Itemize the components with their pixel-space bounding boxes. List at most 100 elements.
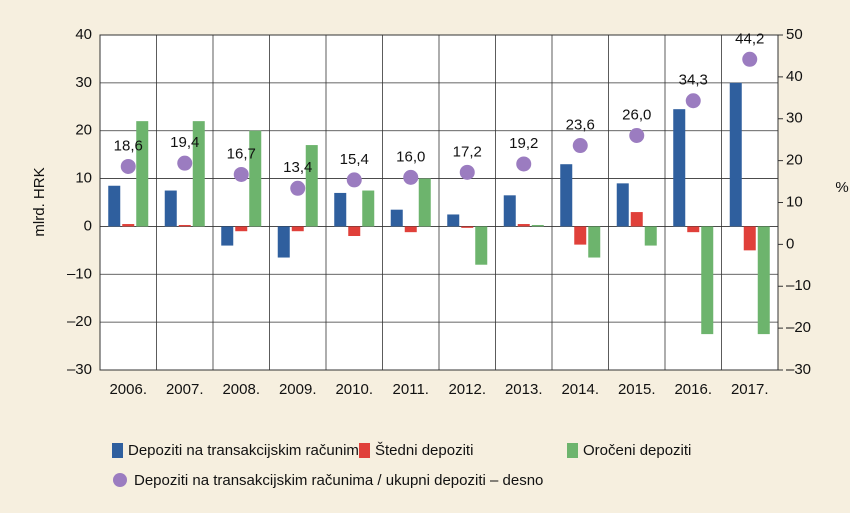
x-tick-label: 2012. xyxy=(448,381,486,398)
bar xyxy=(517,224,530,227)
dot xyxy=(346,172,362,188)
data-label: 44,2 xyxy=(735,30,764,47)
y-tick-label: 10 xyxy=(75,170,92,187)
y-tick-label: 0 xyxy=(84,217,92,234)
y2-tick-label: 30 xyxy=(786,110,803,127)
bar xyxy=(588,226,601,258)
data-label: 16,7 xyxy=(227,145,256,162)
y-tick-label: –10 xyxy=(67,265,92,282)
dot xyxy=(403,169,419,185)
bar xyxy=(461,226,474,228)
legend-marker xyxy=(112,443,123,458)
bar xyxy=(305,145,318,227)
data-label: 19,2 xyxy=(509,135,538,152)
dot xyxy=(572,138,588,154)
data-label: 13,4 xyxy=(283,159,312,176)
y-tick-label: –20 xyxy=(67,313,92,330)
y2-tick-label: 40 xyxy=(786,68,803,85)
bar xyxy=(390,209,403,227)
y2-tick-label: 50 xyxy=(786,26,803,43)
bar xyxy=(334,192,347,227)
dot xyxy=(629,128,645,143)
legend-marker xyxy=(567,443,578,458)
y-tick-label: –30 xyxy=(67,361,92,378)
dot xyxy=(742,51,758,67)
legend-marker xyxy=(113,473,127,487)
bar xyxy=(192,121,205,227)
legend-label: Depoziti na transakcijskim računima / uk… xyxy=(134,472,543,489)
x-tick-label: 2015. xyxy=(618,381,656,398)
bar xyxy=(616,183,629,227)
bar xyxy=(560,164,573,227)
dot xyxy=(459,164,475,180)
bar xyxy=(531,224,544,227)
dot xyxy=(177,155,193,171)
bar xyxy=(743,226,756,251)
bar xyxy=(404,226,417,233)
dot xyxy=(516,156,532,172)
bar xyxy=(221,226,234,246)
bar xyxy=(475,226,488,265)
data-label: 15,4 xyxy=(340,151,369,168)
bar xyxy=(687,226,700,233)
legend-marker xyxy=(359,443,370,458)
bar xyxy=(348,226,361,236)
bar xyxy=(235,226,248,232)
x-tick-label: 2006. xyxy=(109,381,147,398)
y2-axis-label: % xyxy=(835,179,848,196)
data-label: 23,6 xyxy=(566,117,595,134)
x-tick-label: 2014. xyxy=(561,381,599,398)
bar xyxy=(729,82,742,227)
bar xyxy=(447,214,460,227)
bar xyxy=(108,185,121,227)
bar xyxy=(164,190,177,227)
x-tick-label: 2016. xyxy=(674,381,712,398)
y2-tick-label: 20 xyxy=(786,152,803,169)
x-tick-label: 2011. xyxy=(393,381,429,398)
y-axis-label: mlrd. HRK xyxy=(31,167,48,236)
bar xyxy=(249,130,262,227)
x-tick-label: 2017. xyxy=(731,381,769,398)
bar xyxy=(136,121,149,227)
bar xyxy=(291,226,304,232)
y2-tick-label: 10 xyxy=(786,193,803,210)
bar xyxy=(630,212,643,227)
y2-tick-label: –30 xyxy=(786,361,811,378)
bar xyxy=(574,226,587,245)
data-label: 34,3 xyxy=(679,72,708,89)
bar xyxy=(701,226,714,335)
bar xyxy=(178,224,191,227)
y2-tick-label: –10 xyxy=(786,277,811,294)
y-tick-label: 30 xyxy=(75,74,92,91)
data-label: 18,6 xyxy=(114,137,143,154)
bar xyxy=(503,195,516,227)
bar xyxy=(757,226,770,335)
legend-label: Štedni depoziti xyxy=(375,442,473,459)
y-tick-label: 20 xyxy=(75,122,92,139)
x-tick-label: 2009. xyxy=(279,381,317,398)
x-tick-label: 2007. xyxy=(166,381,204,398)
bar xyxy=(673,109,686,227)
y-tick-label: 40 xyxy=(75,26,92,43)
bar xyxy=(644,226,657,246)
dot xyxy=(233,166,249,182)
x-tick-label: 2008. xyxy=(222,381,260,398)
x-tick-label: 2013. xyxy=(505,381,543,398)
plot-frame xyxy=(99,34,779,371)
bar xyxy=(122,224,135,227)
legend-label: Oročeni depoziti xyxy=(583,442,691,459)
bar xyxy=(418,178,431,227)
bar xyxy=(362,190,375,227)
data-label: 19,4 xyxy=(170,134,199,151)
x-tick-label: 2010. xyxy=(335,381,373,398)
data-label: 26,0 xyxy=(622,106,651,123)
legend-label: Depoziti na transakcijskim računima xyxy=(128,442,368,459)
data-label: 17,2 xyxy=(453,143,482,160)
y2-tick-label: 0 xyxy=(786,235,794,252)
data-label: 16,0 xyxy=(396,148,425,165)
y2-tick-label: –20 xyxy=(786,319,811,336)
dot xyxy=(290,180,306,196)
dot xyxy=(685,93,701,109)
dot xyxy=(120,158,136,174)
